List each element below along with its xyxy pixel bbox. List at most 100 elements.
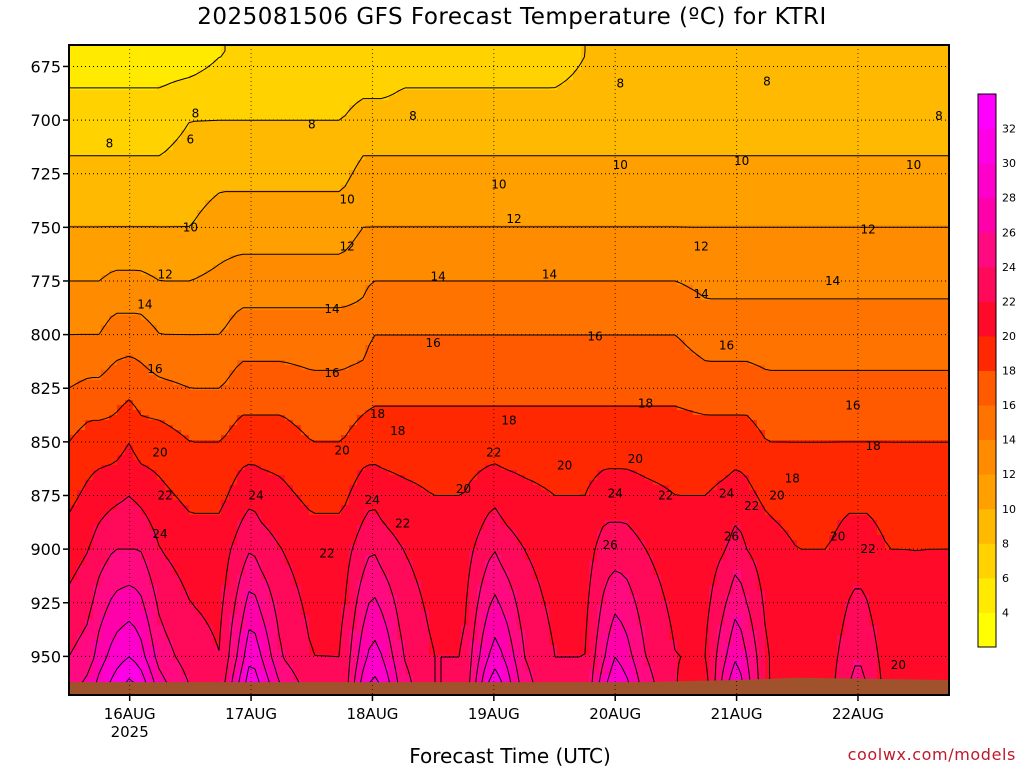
temperature-cell xyxy=(261,400,270,406)
temperature-cell xyxy=(189,45,198,51)
temperature-cell xyxy=(341,625,350,631)
temperature-cell xyxy=(277,465,286,471)
temperature-cell xyxy=(341,580,350,586)
temperature-cell xyxy=(357,375,366,381)
temperature-cell xyxy=(221,265,230,271)
temperature-cell xyxy=(333,110,342,116)
temperature-cell xyxy=(245,490,254,496)
temperature-cell xyxy=(309,610,318,616)
temperature-cell xyxy=(285,70,294,76)
temperature-cell xyxy=(93,620,102,626)
temperature-cell xyxy=(309,90,318,96)
temperature-cell xyxy=(165,530,174,536)
temperature-cell xyxy=(77,550,86,556)
temperature-cell xyxy=(181,140,190,146)
temperature-cell xyxy=(293,335,302,341)
temperature-cell xyxy=(277,60,286,66)
temperature-cell xyxy=(125,100,134,106)
temperature-cell xyxy=(77,450,86,456)
temperature-cell xyxy=(181,45,190,51)
temperature-cell xyxy=(189,230,198,236)
temperature-cell xyxy=(349,230,358,236)
temperature-cell xyxy=(93,115,102,121)
temperature-cell xyxy=(141,590,150,596)
temperature-cell xyxy=(309,265,318,271)
temperature-cell xyxy=(317,235,326,241)
temperature-cell xyxy=(349,165,358,171)
temperature-cell xyxy=(133,380,142,386)
temperature-cell xyxy=(189,345,198,351)
temperature-cell xyxy=(205,330,214,336)
temperature-cell xyxy=(317,465,326,471)
temperature-cell xyxy=(141,210,150,216)
temperature-cell xyxy=(189,560,198,566)
temperature-cell xyxy=(237,555,246,561)
temperature-cell xyxy=(229,300,238,306)
temperature-cell xyxy=(181,630,190,636)
temperature-cell xyxy=(341,485,350,491)
temperature-cell xyxy=(221,275,230,281)
temperature-cell xyxy=(317,435,326,441)
temperature-cell xyxy=(301,645,310,651)
temperature-cell xyxy=(133,235,142,241)
temperature-cell xyxy=(93,240,102,246)
temperature-cell xyxy=(133,260,142,266)
temperature-cell xyxy=(173,645,182,651)
temperature-cell xyxy=(261,210,270,216)
temperature-cell xyxy=(125,180,134,186)
temperature-cell xyxy=(309,295,318,301)
temperature-cell xyxy=(293,520,302,526)
temperature-cell xyxy=(261,135,270,141)
temperature-cell xyxy=(77,650,86,656)
temperature-cell xyxy=(181,155,190,161)
temperature-cell xyxy=(149,295,158,301)
temperature-cell xyxy=(373,115,382,121)
temperature-cell xyxy=(125,410,134,416)
temperature-cell xyxy=(77,110,86,116)
temperature-cell xyxy=(261,265,270,271)
temperature-cell xyxy=(181,595,190,601)
temperature-cell xyxy=(317,485,326,491)
temperature-cell xyxy=(285,145,294,151)
temperature-cell xyxy=(77,130,86,136)
temperature-cell xyxy=(245,580,254,586)
temperature-cell xyxy=(349,605,358,611)
temperature-cell xyxy=(109,485,118,491)
temperature-cell xyxy=(85,675,94,681)
temperature-cell xyxy=(93,195,102,201)
temperature-cell xyxy=(341,550,350,556)
temperature-cell xyxy=(269,565,278,571)
temperature-cell xyxy=(269,270,278,276)
temperature-cell xyxy=(85,440,94,446)
temperature-cell xyxy=(77,675,86,681)
temperature-cell xyxy=(301,360,310,366)
temperature-cell xyxy=(173,465,182,471)
temperature-cell xyxy=(141,605,150,611)
temperature-cell xyxy=(373,295,382,301)
temperature-cell xyxy=(101,165,110,171)
temperature-cell xyxy=(117,530,126,536)
temperature-cell xyxy=(333,545,342,551)
temperature-cell xyxy=(77,105,86,111)
temperature-cell xyxy=(133,415,142,421)
temperature-cell xyxy=(197,665,206,671)
temperature-cell xyxy=(237,470,246,476)
temperature-cell xyxy=(149,180,158,186)
temperature-cell xyxy=(69,540,78,546)
temperature-cell xyxy=(245,395,254,401)
temperature-cell xyxy=(181,260,190,266)
temperature-cell xyxy=(117,190,126,196)
temperature-cell xyxy=(117,480,126,486)
temperature-cell xyxy=(309,190,318,196)
temperature-cell xyxy=(261,515,270,521)
temperature-cell xyxy=(277,470,286,476)
temperature-cell xyxy=(197,580,206,586)
temperature-cell xyxy=(245,495,254,501)
temperature-cell xyxy=(357,125,366,131)
temperature-cell xyxy=(309,650,318,656)
temperature-cell xyxy=(277,615,286,621)
temperature-cell xyxy=(213,380,222,386)
temperature-cell xyxy=(269,200,278,206)
temperature-cell xyxy=(213,130,222,136)
temperature-cell xyxy=(93,560,102,566)
